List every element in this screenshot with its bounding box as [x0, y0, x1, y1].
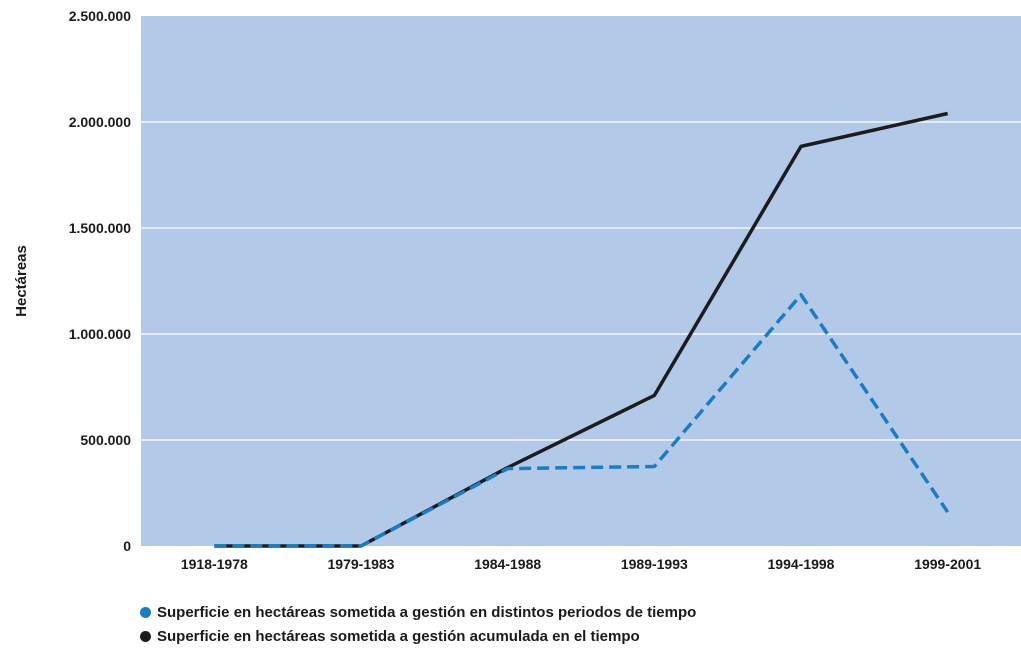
y-tick-label: 2.000.000 [69, 114, 131, 130]
legend-label-acumulada: Superficie en hectáreas sometida a gesti… [157, 627, 640, 645]
series-lines [214, 111, 950, 548]
series-line-periodos [214, 293, 950, 548]
y-tick-label: 0 [123, 538, 131, 554]
y-tick-label: 500.000 [80, 432, 131, 448]
x-tick-label: 1918-1978 [181, 556, 248, 572]
x-tick-label: 1979-1983 [328, 556, 395, 572]
legend-item-acumulada: Superficie en hectáreas sometida a gesti… [140, 624, 696, 648]
x-tick-label: 1989-1993 [621, 556, 688, 572]
legend-marker-acumulada [140, 630, 151, 642]
y-tick-label: 1.000.000 [69, 326, 131, 342]
x-tick-label: 1994-1998 [768, 556, 835, 572]
line-chart: 0 500.000 1.000.000 1.500.000 2.000.000 2.500… [13, 8, 1021, 572]
x-axis-ticks: 1918-1978 1979-1983 1984-1988 1989-1993 1994… [181, 556, 981, 572]
legend-marker-periodos [140, 606, 151, 618]
y-axis-label: Hectáreas [13, 245, 30, 317]
y-tick-label: 2.500.000 [69, 8, 131, 24]
y-axis-ticks: 0 500.000 1.000.000 1.500.000 2.000.000 2.500… [69, 8, 132, 554]
legend: Superficie en hectáreas sometida a gesti… [140, 600, 696, 648]
plot-background [141, 16, 1021, 546]
series-line-acumulada [214, 111, 949, 548]
x-tick-label: 1999-2001 [914, 556, 981, 572]
y-tick-label: 1.500.000 [69, 220, 131, 236]
gridlines [141, 121, 1021, 441]
x-tick-label: 1984-1988 [474, 556, 541, 572]
legend-label-periodos: Superficie en hectáreas sometida a gesti… [157, 603, 697, 621]
legend-item-periodos: Superficie en hectáreas sometida a gesti… [140, 600, 696, 624]
